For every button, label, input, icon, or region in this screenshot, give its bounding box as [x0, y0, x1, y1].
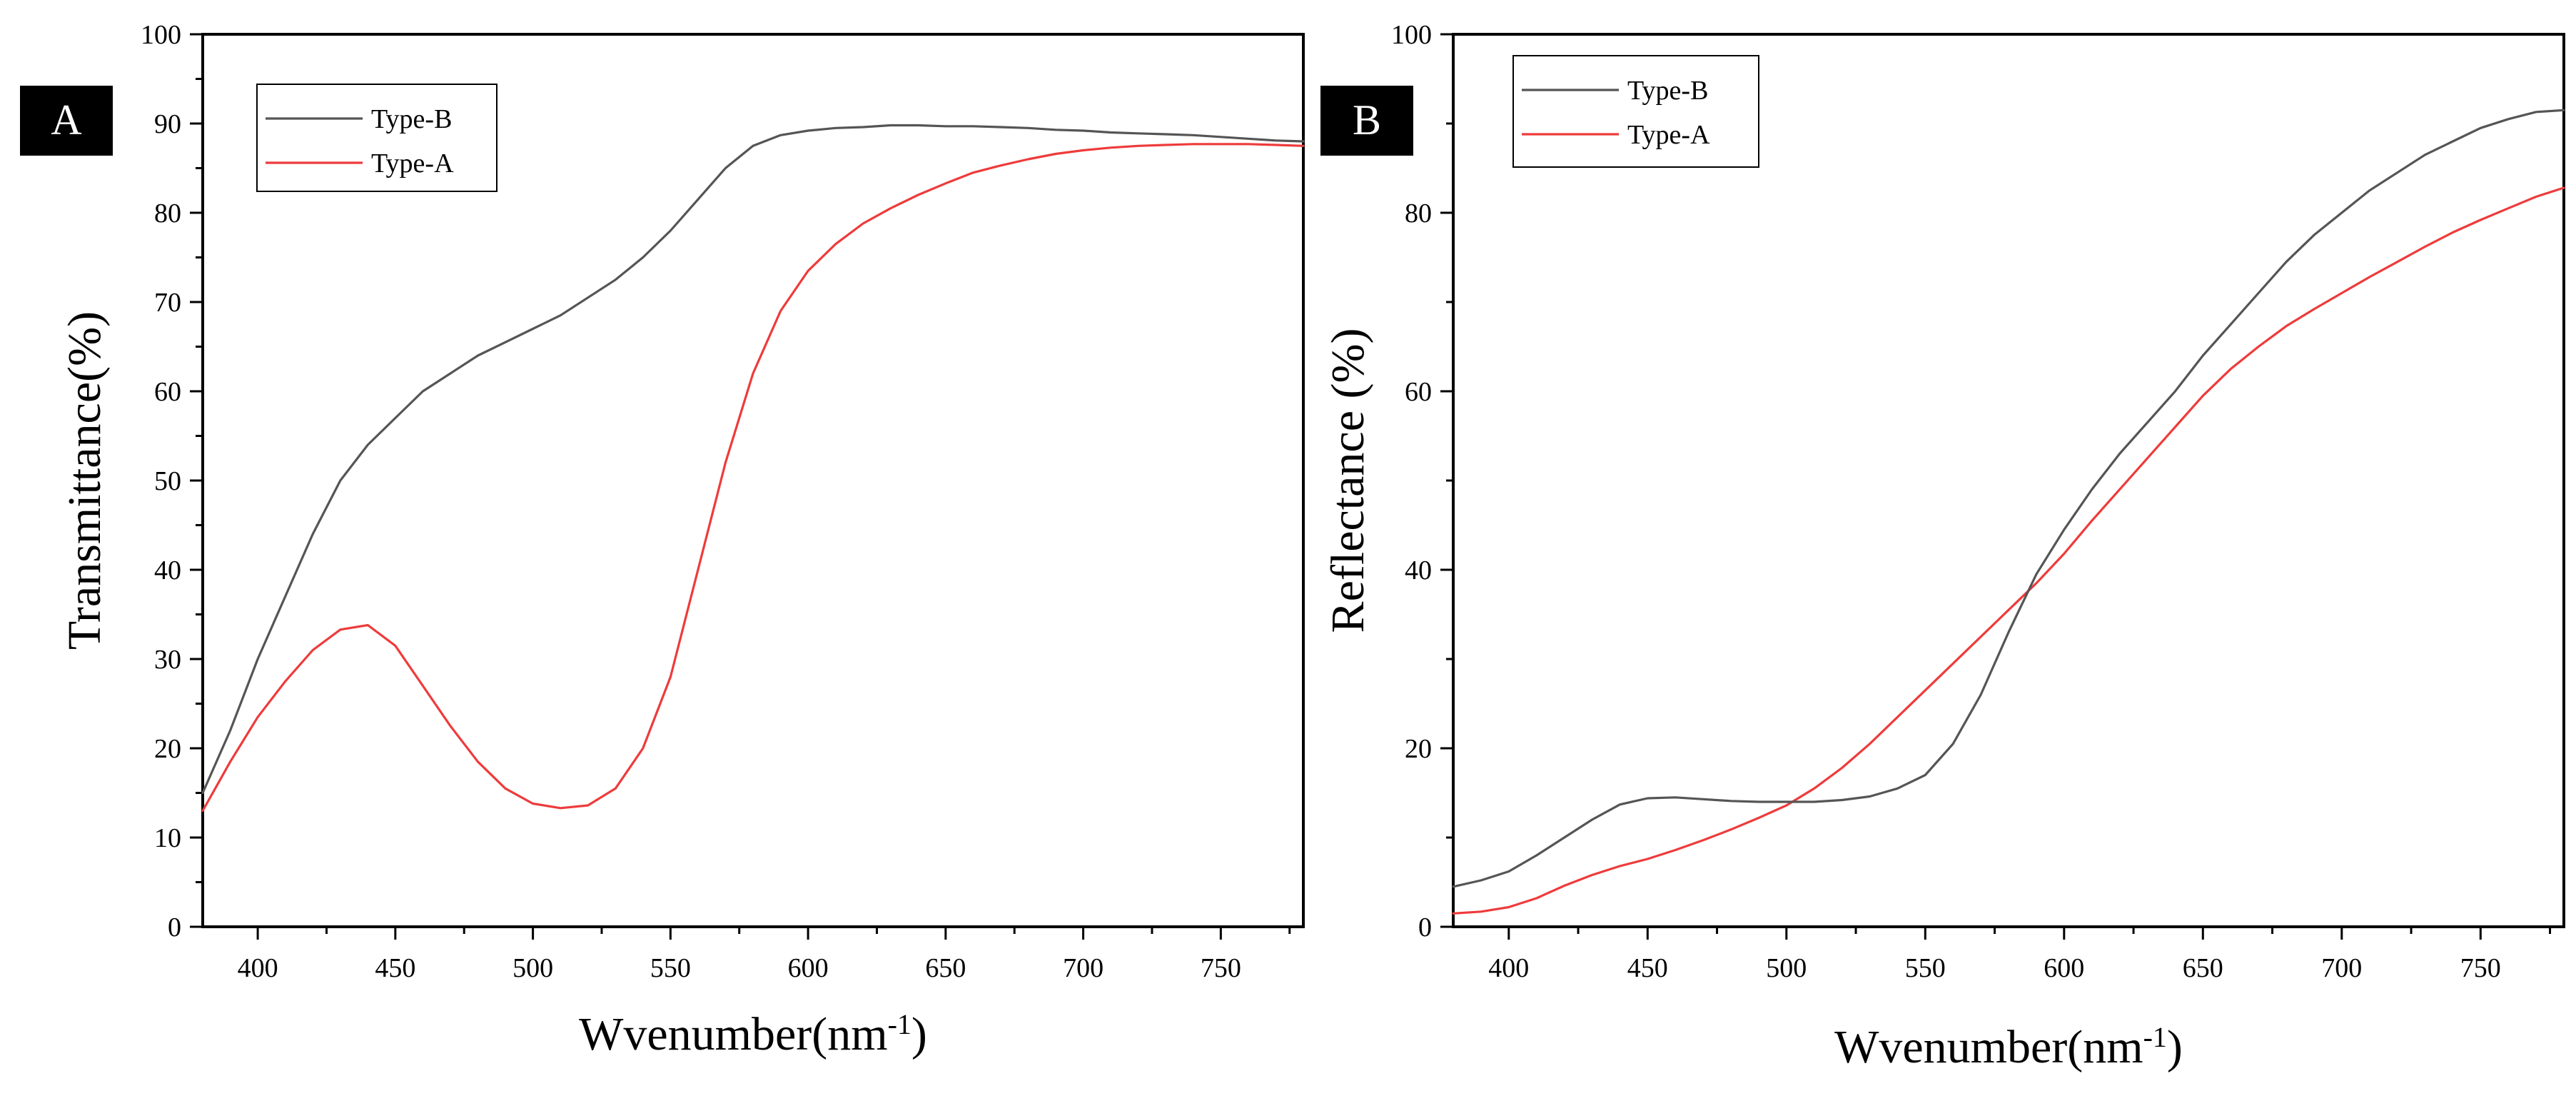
- panel-a-series-type-a: [201, 143, 1305, 813]
- panel-b-label-badge: [1320, 86, 1413, 156]
- panel-a-y-tick-label: 70: [154, 288, 181, 318]
- panel-a-legend-label-type-a: Type-A: [371, 149, 454, 179]
- panel-b-legend-box: [1512, 55, 1759, 168]
- panel-a-y-axis-title: Transmittance(%): [59, 311, 111, 650]
- panel-b-chart: 400 450 500 550 600 650 700 750 0 20 40 60 80 100 Wven…: [1320, 20, 2565, 1074]
- panel-b-y-tick-label: 80: [1405, 198, 1432, 228]
- panel-a-y-tick-label: 80: [154, 198, 181, 228]
- panel-b-x-tick-label: 600: [2044, 953, 2084, 983]
- panel-a-chart: 400 450 500 550 600 650 700 750 0 10 20 30 40 50 60 70 8…: [20, 20, 1305, 1061]
- panel-a-x-tick-label: 500: [512, 953, 553, 983]
- panel-a-y-tick-label: 100: [141, 20, 181, 50]
- panel-a-y-tick-label: 90: [154, 109, 181, 139]
- panel-a-y-tick-label: 50: [154, 466, 181, 496]
- panel-b-x-tick-label: 700: [2321, 953, 2362, 983]
- panel-a-label-badge: [20, 86, 113, 156]
- panel-a-y-tick-label: 20: [154, 734, 181, 764]
- panel-a-y-tick-label: 30: [154, 645, 181, 675]
- panel-b-series-type-a: [1452, 186, 2565, 915]
- panel-b-x-axis-title: Wvenumber(nm-1): [1834, 1021, 2183, 1074]
- panel-a-y-tick-label: 40: [154, 555, 181, 585]
- panel-a-x-tick-label: 750: [1201, 953, 1241, 983]
- panel-b-x-tick-label: 650: [2183, 953, 2223, 983]
- panel-b-x-tick-label: 550: [1905, 953, 1946, 983]
- panel-b-y-tick-label: 40: [1405, 555, 1432, 585]
- panel-a-legend-box: [256, 84, 497, 192]
- panel-b-y-tick-label: 100: [1391, 20, 1432, 50]
- panel-a-label: A: [51, 96, 81, 144]
- panel-a-series-type-b: [201, 124, 1305, 795]
- panel-b-legend-label-type-b: Type-B: [1627, 76, 1708, 106]
- panel-a-y-tick-label: 60: [154, 377, 181, 407]
- panel-b-x-tick-label: 400: [1488, 953, 1529, 983]
- panel-b-legend-label-type-a: Type-A: [1627, 120, 1710, 150]
- panel-b-x-tick-label: 450: [1627, 953, 1668, 983]
- panel-a-legend: Type-B Type-A: [256, 84, 497, 192]
- panel-b-y-tick-label: 20: [1405, 734, 1432, 764]
- panel-a-y-tick-label: 0: [168, 913, 181, 942]
- panel-b-y-axis-title: Reflectance (%): [1322, 328, 1374, 633]
- panel-b-y-tick-label: 60: [1405, 377, 1432, 407]
- panel-a-x-tick-label: 600: [788, 953, 829, 983]
- panel-b-x-tick-label: 500: [1766, 953, 1807, 983]
- panel-b-legend: Type-B Type-A: [1512, 55, 1759, 168]
- panel-a-y-tick-label: 10: [154, 823, 181, 853]
- panel-b-label: B: [1353, 96, 1381, 144]
- panel-a-x-tick-label: 650: [925, 953, 966, 983]
- panel-a-x-tick-label: 400: [238, 953, 278, 983]
- panel-b-plot-frame: [1452, 33, 2565, 928]
- panel-b-y-tick-label: 0: [1418, 913, 1432, 942]
- panel-a-x-tick-label: 550: [650, 953, 691, 983]
- panel-a-x-tick-label: 450: [375, 953, 415, 983]
- panel-a-legend-label-type-b: Type-B: [371, 104, 452, 134]
- panel-b-series-type-b: [1452, 109, 2565, 888]
- panel-b-x-tick-label: 750: [2460, 953, 2501, 983]
- panel-a-x-axis-title: Wvenumber(nm-1): [579, 1008, 927, 1061]
- panel-a-x-tick-label: 700: [1063, 953, 1103, 983]
